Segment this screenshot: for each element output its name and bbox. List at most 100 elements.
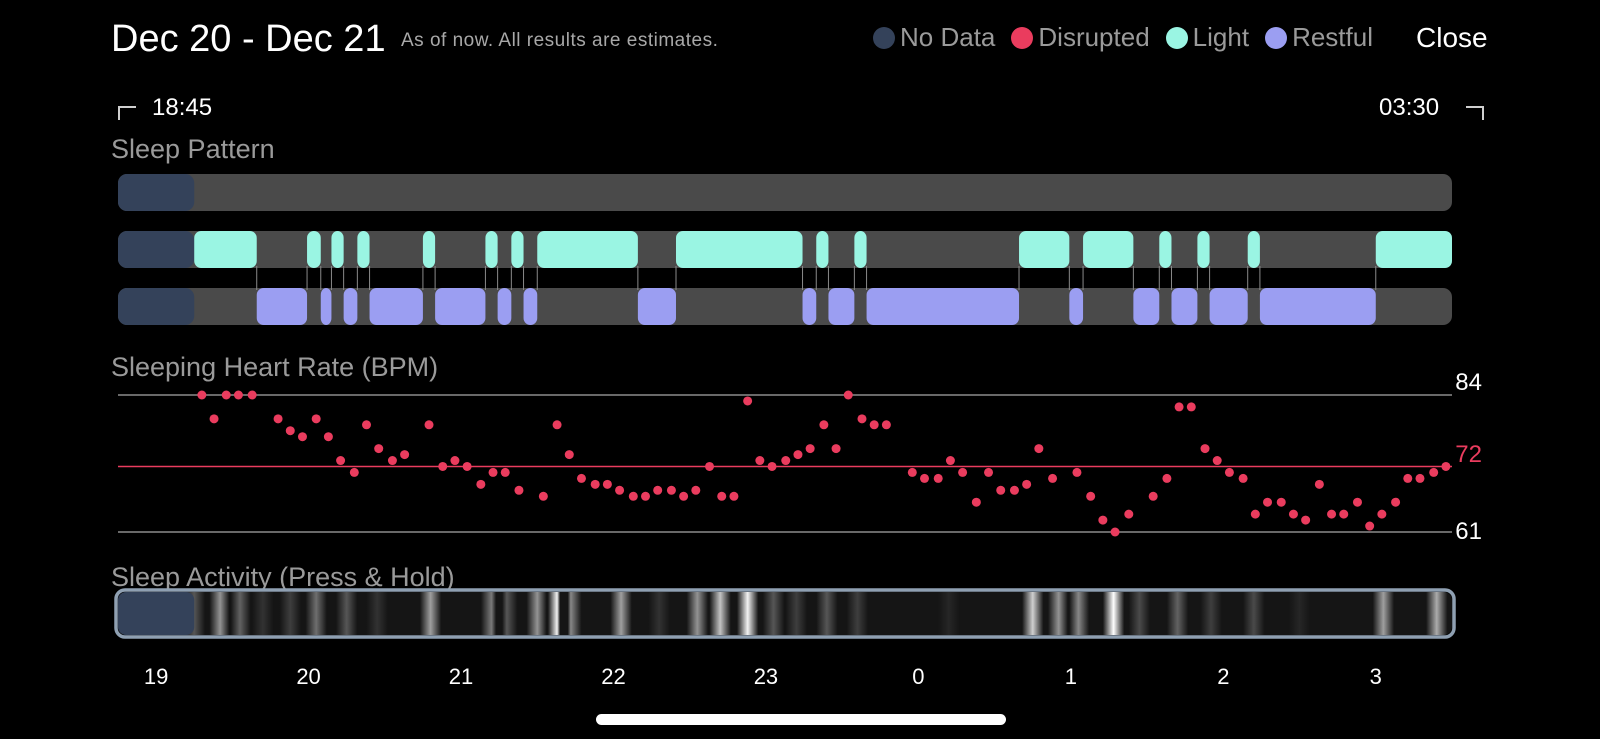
pattern-restful-segment — [637, 288, 676, 325]
pattern-restful-segment — [1209, 288, 1248, 325]
pattern-light-segment — [511, 231, 524, 268]
pattern-light-segment — [675, 231, 803, 268]
pattern-restful-segment — [1171, 288, 1198, 325]
legend-item-light: Light — [1165, 22, 1250, 53]
pattern-light-segment — [854, 231, 867, 268]
hr-data-point — [424, 420, 434, 430]
range-end-bracket-icon — [1466, 106, 1484, 120]
hr-data-point — [1441, 461, 1451, 471]
hr-data-point — [1377, 509, 1387, 519]
hr-data-point — [590, 479, 600, 489]
pattern-light-segment — [422, 231, 436, 268]
time-axis-tick: 2 — [1217, 664, 1230, 689]
activity-heat-strip — [118, 592, 1452, 635]
hr-data-point — [767, 461, 777, 471]
home-indicator[interactable] — [596, 714, 1006, 725]
hr-data-point — [1301, 515, 1311, 525]
time-axis-tick: 3 — [1369, 664, 1382, 689]
range-start-time: 18:45 — [152, 94, 213, 121]
pattern-track-0 — [118, 174, 1452, 211]
hr-data-point — [1224, 467, 1234, 477]
pattern-light-segment — [194, 231, 257, 268]
hr-data-point — [615, 485, 625, 495]
hr-data-point — [450, 456, 460, 466]
hr-data-point — [247, 390, 257, 400]
hr-data-point — [1238, 473, 1248, 483]
pattern-restful-segment — [320, 288, 332, 325]
hr-data-point — [209, 414, 219, 424]
hr-data-point — [1263, 497, 1273, 507]
legend-dot-restful — [1265, 26, 1288, 49]
pattern-light-segment — [307, 231, 321, 268]
hr-data-point — [349, 467, 359, 477]
activity-strip-border — [114, 588, 1456, 639]
pattern-no-data-segment — [118, 288, 195, 325]
sleep-activity-label: Sleep Activity (Press & Hold) — [111, 562, 455, 592]
hr-data-point — [311, 414, 321, 424]
hr-data-point — [514, 485, 524, 495]
activity-no-data-segment — [118, 592, 195, 635]
hr-data-point — [488, 467, 498, 477]
pattern-light-segment — [331, 231, 344, 268]
time-axis-tick: 1 — [1064, 664, 1077, 689]
legend-dot-no-data — [873, 26, 895, 49]
pattern-restful-segment — [435, 288, 486, 325]
hr-data-point — [576, 473, 586, 483]
time-axis-tick: 22 — [601, 664, 626, 689]
hr-data-point — [628, 491, 638, 501]
pattern-restful-segment — [828, 288, 855, 325]
legend: No Data Disrupted Light Restful — [873, 22, 1389, 53]
hr-data-point — [1086, 491, 1096, 501]
hr-data-point — [705, 461, 715, 471]
hr-data-point — [819, 420, 829, 430]
hr-data-point — [221, 390, 231, 400]
hr-data-point — [1391, 497, 1401, 507]
hr-data-point — [1314, 479, 1324, 489]
hr-data-point — [297, 432, 307, 442]
hr-ref-value-min: 61 — [1455, 518, 1482, 545]
hr-data-point — [881, 420, 891, 430]
close-button[interactable]: Close — [1416, 22, 1488, 53]
hr-data-point — [653, 485, 663, 495]
hr-data-point — [743, 396, 753, 406]
hr-data-point — [679, 491, 689, 501]
hr-data-point — [919, 473, 929, 483]
hr-data-point — [933, 473, 943, 483]
legend-item-no-data: No Data — [873, 22, 995, 53]
hr-data-point — [1162, 473, 1172, 483]
hr-data-point — [1352, 497, 1362, 507]
hr-data-point — [1034, 444, 1044, 454]
hr-data-point — [996, 485, 1006, 495]
legend-label-light: Light — [1192, 22, 1250, 52]
hr-data-point — [843, 390, 853, 400]
hr-data-point — [323, 432, 333, 442]
time-axis-tick: 23 — [753, 664, 779, 689]
hr-data-point — [273, 414, 283, 424]
hr-data-point — [666, 485, 676, 495]
hr-data-point — [1048, 473, 1058, 483]
hr-data-point — [362, 420, 372, 430]
time-axis-tick: 20 — [296, 664, 321, 689]
hr-data-point — [1098, 515, 1108, 525]
hr-data-point — [285, 426, 295, 436]
hr-data-point — [1276, 497, 1286, 507]
pattern-restful-segment — [866, 288, 1020, 325]
range-start-bracket-icon — [118, 106, 136, 120]
hr-data-point — [1110, 527, 1120, 537]
hr-data-point — [1339, 509, 1349, 519]
time-axis-tick: 19 — [143, 664, 169, 689]
hr-data-point — [641, 491, 651, 501]
legend-label-restful: Restful — [1292, 22, 1373, 52]
pattern-no-data-segment — [118, 174, 195, 211]
hr-data-point — [1009, 485, 1019, 495]
hr-data-point — [500, 467, 510, 477]
hr-data-point — [717, 491, 727, 501]
hr-data-point — [1174, 402, 1184, 412]
pattern-light-segment — [816, 231, 829, 268]
hr-data-point — [462, 461, 472, 471]
legend-item-restful: Restful — [1265, 22, 1373, 53]
hr-data-point — [438, 461, 448, 471]
hr-data-point — [233, 390, 243, 400]
hr-data-point — [1186, 402, 1196, 412]
